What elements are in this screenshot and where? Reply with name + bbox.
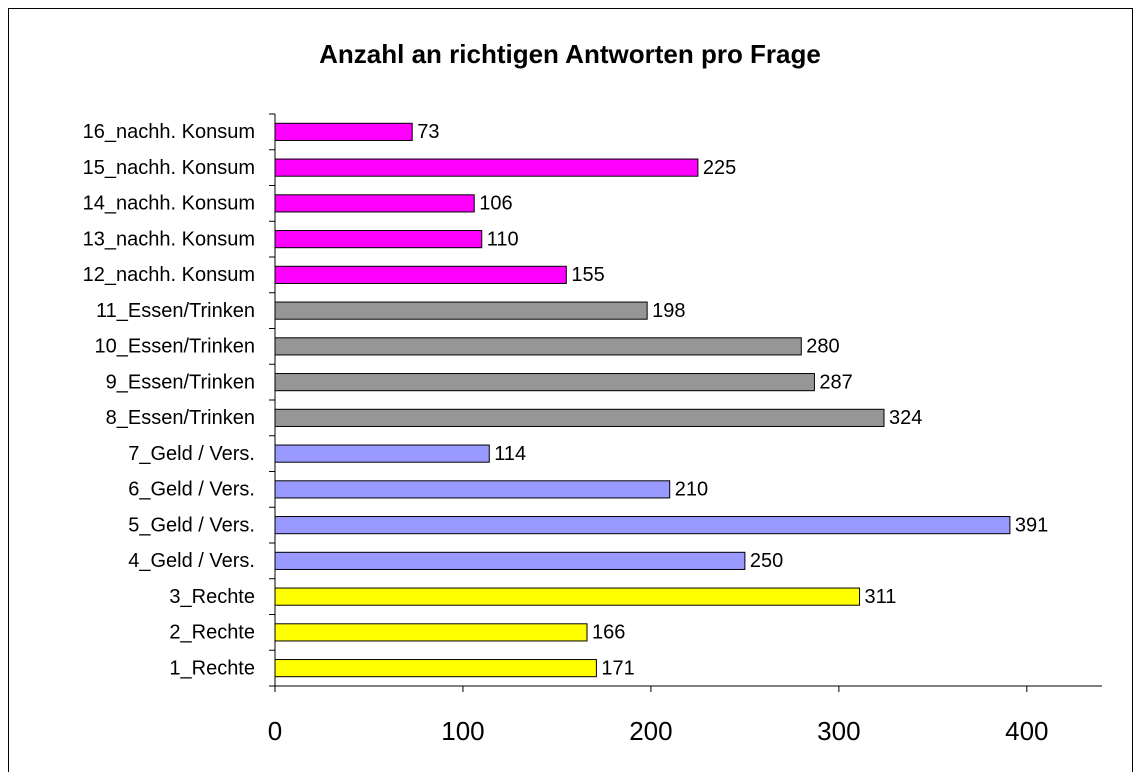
value-label: 114 xyxy=(494,443,526,465)
value-label: 391 xyxy=(1015,514,1048,536)
x-tick-label: 200 xyxy=(629,716,672,746)
chart-title: Anzahl an richtigen Antworten pro Frage xyxy=(319,39,821,69)
y-tick-label: 4_Geld / Vers. xyxy=(128,550,255,572)
y-tick-label: 1_Rechte xyxy=(169,657,255,679)
value-label: 110 xyxy=(487,228,519,250)
y-tick-label: 2_Rechte xyxy=(169,622,255,644)
value-label: 73 xyxy=(417,121,439,143)
bar xyxy=(274,230,483,249)
value-label: 280 xyxy=(806,336,839,358)
y-tick-label: 5_Geld / Vers. xyxy=(128,514,255,536)
bar xyxy=(274,551,746,570)
y-tick-label: 15_nachh. Konsum xyxy=(83,157,255,179)
bar xyxy=(274,122,413,141)
x-tick-label: 100 xyxy=(441,716,484,746)
bar xyxy=(274,659,597,678)
bar xyxy=(274,373,815,392)
y-tick-label: 9_Essen/Trinken xyxy=(106,371,255,393)
y-tick-label: 8_Essen/Trinken xyxy=(106,407,255,429)
bar xyxy=(274,301,648,320)
y-tick-label: 10_Essen/Trinken xyxy=(95,336,255,358)
bar xyxy=(274,337,802,356)
value-label: 225 xyxy=(703,157,736,179)
value-label: 287 xyxy=(819,371,852,393)
x-tick-label: 300 xyxy=(817,716,860,746)
x-tick-label: 400 xyxy=(1005,716,1048,746)
value-label: 171 xyxy=(601,657,634,679)
value-label: 166 xyxy=(592,622,625,644)
value-label: 198 xyxy=(652,300,685,322)
value-label: 311 xyxy=(865,586,897,608)
value-label: 155 xyxy=(571,264,604,286)
value-label: 106 xyxy=(479,193,512,215)
bar xyxy=(274,587,861,606)
y-tick-label: 7_Geld / Vers. xyxy=(128,443,255,465)
y-tick-label: 16_nachh. Konsum xyxy=(83,121,255,143)
value-label: 210 xyxy=(675,479,708,501)
y-tick-label: 11_Essen/Trinken xyxy=(96,300,255,322)
x-tick-label: 0 xyxy=(268,716,282,746)
y-tick-label: 3_Rechte xyxy=(169,586,255,608)
bar xyxy=(274,408,885,427)
bar xyxy=(274,480,671,499)
bar xyxy=(274,623,588,642)
y-tick-label: 12_nachh. Konsum xyxy=(83,264,255,286)
value-label: 324 xyxy=(889,407,922,429)
bar xyxy=(274,265,567,284)
y-tick-label: 14_nachh. Konsum xyxy=(83,193,255,215)
y-tick-label: 13_nachh. Konsum xyxy=(83,228,255,250)
bar xyxy=(274,516,1011,535)
value-label: 250 xyxy=(750,550,783,572)
bar xyxy=(274,158,699,177)
bar xyxy=(274,194,475,213)
y-tick-label: 6_Geld / Vers. xyxy=(128,479,255,501)
bar xyxy=(274,444,490,463)
